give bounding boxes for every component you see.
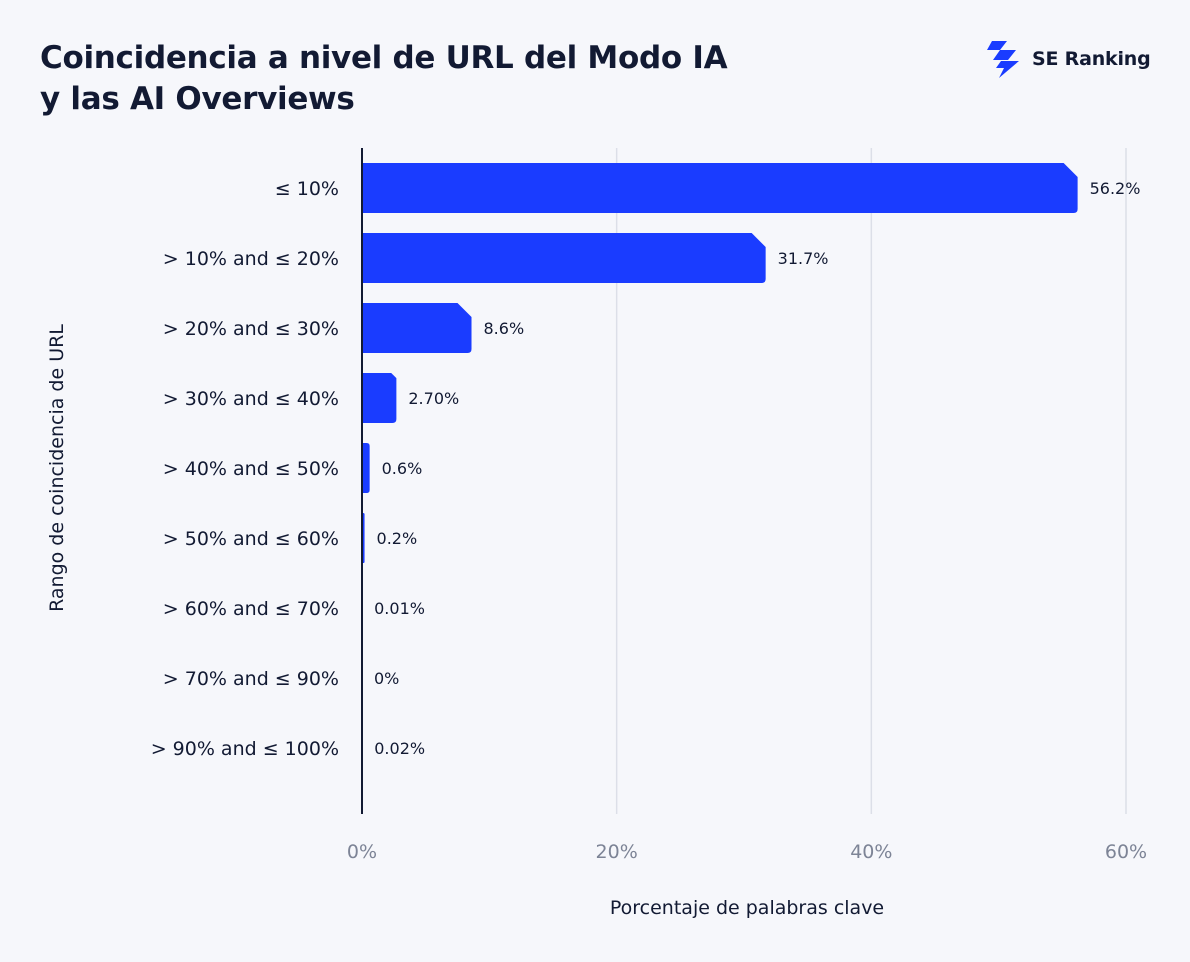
x-tick-label: 40% <box>850 841 892 863</box>
y-tick-label: > 30% and ≤ 40% <box>163 388 339 410</box>
y-tick-label: ≤ 10% <box>275 178 339 200</box>
chart-title: Coincidencia a nivel de URL del Modo IA … <box>40 38 800 120</box>
y-tick-label: > 60% and ≤ 70% <box>163 598 339 620</box>
data-label: 31.7% <box>778 249 829 268</box>
x-tick-label: 20% <box>596 841 638 863</box>
data-label: 56.2% <box>1090 179 1141 198</box>
chart-title-line-2: y las AI Overviews <box>40 81 355 117</box>
bar <box>362 233 766 283</box>
chart-title-line-1: Coincidencia a nivel de URL del Modo IA <box>40 40 728 76</box>
y-tick-label: > 20% and ≤ 30% <box>163 318 339 340</box>
y-tick-label: > 90% and ≤ 100% <box>151 738 339 760</box>
y-tick-label: > 70% and ≤ 90% <box>163 668 339 690</box>
se-ranking-logo: SE Ranking <box>985 38 1151 80</box>
logo-text: SE Ranking <box>1032 48 1151 70</box>
y-tick-label: > 40% and ≤ 50% <box>163 458 339 480</box>
y-tick-label: > 50% and ≤ 60% <box>163 528 339 550</box>
data-label: 0% <box>374 669 399 688</box>
data-label: 2.70% <box>408 389 459 408</box>
data-label: 0.01% <box>374 599 425 618</box>
bar <box>362 303 472 353</box>
x-tick-label: 60% <box>1105 841 1147 863</box>
data-label: 0.6% <box>382 459 423 478</box>
y-axis-title: Rango de coincidencia de URL <box>46 324 68 612</box>
data-label: 0.2% <box>377 529 418 548</box>
x-axis-title: Porcentaje de palabras clave <box>610 897 884 919</box>
se-ranking-bolt-icon <box>985 39 1023 79</box>
bar <box>362 443 370 493</box>
data-label: 0.02% <box>374 739 425 758</box>
bar <box>362 373 397 423</box>
data-label: 8.6% <box>484 319 525 338</box>
y-tick-label: > 10% and ≤ 20% <box>163 248 339 270</box>
bar <box>362 163 1078 213</box>
x-tick-label: 0% <box>347 841 377 863</box>
